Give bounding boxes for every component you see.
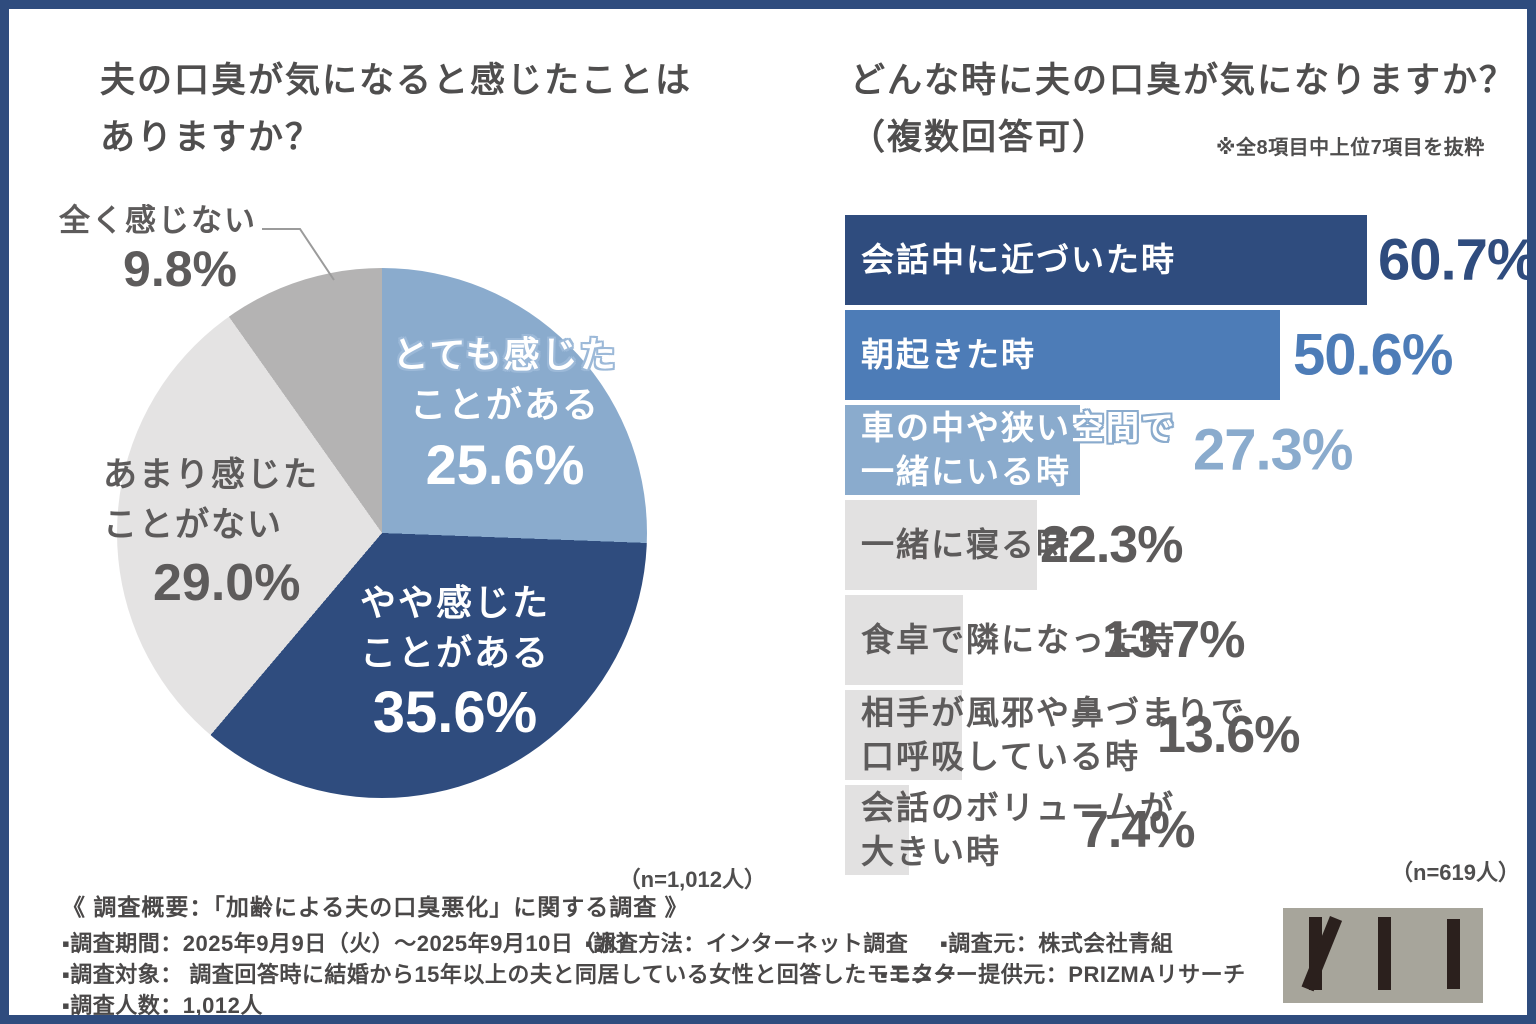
pie-segment-label-text: ことがある <box>359 632 550 673</box>
pie-segment-label-text: とても感じた <box>392 334 618 375</box>
bar <box>845 595 963 685</box>
bar-chart-row: 会話のボリュームが 大きい時 7.4% <box>845 785 1536 875</box>
survey-source: ▪調査元：株式会社青組 <box>940 931 1174 956</box>
bar-value: 7.4% <box>1080 801 1196 859</box>
pie-segment-label-text: やや感じた <box>359 582 550 623</box>
survey-summary-heading: 《 調査概要：「加齢による夫の口臭悪化」に関する調査 》 <box>62 894 689 920</box>
bar-value: 13.7% <box>1102 611 1245 669</box>
aogumi-logo <box>1283 908 1483 1003</box>
bar <box>845 215 1367 305</box>
pie-segment-label-text: ことがある <box>409 384 600 425</box>
right-chart-note: ※全8項目中上位7項目を抜粋 <box>1216 137 1485 159</box>
bar <box>845 690 962 780</box>
bar-chart-row: 食卓で隣になった時 13.7% <box>845 595 1536 685</box>
survey-period: ▪調査期間：2025年9月9日（火）～2025年9月10日（水） <box>62 931 641 956</box>
pie-segment-value: 35.6% <box>372 680 538 745</box>
bar-label: 会話のボリュームが 大きい時 <box>861 789 1176 870</box>
logo-bar-icon <box>1447 919 1460 989</box>
pie-segment-value: 9.8% <box>123 241 237 297</box>
bar-chart-row: 会話中に近づいた時 60.7% <box>845 215 1536 305</box>
bar-label: 食卓で隣になった時 <box>861 621 1176 658</box>
bar-value: 13.6% <box>1157 706 1300 764</box>
pie-segment-value: 29.0% <box>153 554 301 612</box>
bar-label: 相手が風邪や鼻づまりで 口呼吸している時 <box>861 694 1246 775</box>
bar-value: 50.6% <box>1293 322 1453 388</box>
pie-segment-label-not-much: あまり感じた ことがない 29.0% <box>103 450 323 614</box>
survey-monitor-provider: ▪モニター提供元：PRIZMAリサーチ <box>880 962 1246 987</box>
bar <box>845 500 1037 590</box>
bar-value: 27.3% <box>1193 417 1353 483</box>
bar-chart-row: 朝起きた時 50.6% <box>845 310 1536 400</box>
pie-chart <box>117 268 647 798</box>
bar-chart: 会話中に近づいた時 60.7% 朝起きた時 50.6% 車の中や狭い空間で 一緒… <box>845 215 1536 875</box>
bar-label: 一緒に寝る時 <box>861 526 1071 563</box>
pie-segment-label-very: とても感じた ことがある 25.6% <box>388 330 622 496</box>
bar-chart-row: 相手が風邪や鼻づまりで 口呼吸している時 13.6% <box>845 690 1536 780</box>
survey-count: ▪調査人数：1,012人 <box>62 993 263 1018</box>
survey-target: ▪調査対象： 調査回答時に結婚から15年以上の夫と同居している女性と回答したモニ… <box>62 962 957 987</box>
bar-value: 22.3% <box>1040 516 1183 574</box>
pie-segment-label-text: ことがない <box>103 506 283 544</box>
bar-label: 朝起きた時 <box>861 336 1036 373</box>
pie-segment-label-not-at-all: 全く感じない 9.8% <box>55 200 257 296</box>
pie-leader-line <box>262 228 335 281</box>
survey-method: ▪調査方法：インターネット調査 <box>585 931 909 956</box>
bar-label: 車の中や狭い空間で 一緒にいる時 <box>861 409 1176 490</box>
left-chart-n-label: （n=1,012人） <box>618 867 766 892</box>
pie-segment-value: 25.6% <box>425 433 585 496</box>
logo-bar-icon <box>1378 917 1391 990</box>
right-chart-title-line1: どんな時に夫の口臭が気になりますか？ <box>850 61 1517 100</box>
right-chart-n-label: （n=619人） <box>1391 860 1520 885</box>
right-chart-title-line2: （複数回答可） <box>850 118 1110 157</box>
bar-label: 会話中に近づいた時 <box>861 241 1176 278</box>
bar <box>845 785 909 875</box>
left-chart-title-line1: 夫の口臭が気になると感じたことは <box>100 61 693 100</box>
bar-value: 60.7% <box>1378 227 1536 293</box>
left-chart-title-line2: ありますか？ <box>100 118 323 157</box>
bar-chart-row: 一緒に寝る時 22.3% <box>845 500 1536 590</box>
pie-segment-label-text: あまり感じた <box>103 456 319 494</box>
bar <box>845 405 1080 495</box>
pie-segment-label-text: 全く感じない <box>59 203 257 238</box>
bar <box>845 310 1280 400</box>
right-chart-title: どんな時に夫の口臭が気になりますか？ （複数回答可） <box>850 52 1516 166</box>
bar-chart-row: 車の中や狭い空間で 一緒にいる時 27.3% <box>845 405 1536 495</box>
left-chart-title: 夫の口臭が気になると感じたことは ありますか？ <box>100 52 692 166</box>
pie-segment-label-somewhat: やや感じた ことがある 35.6% <box>338 578 572 744</box>
